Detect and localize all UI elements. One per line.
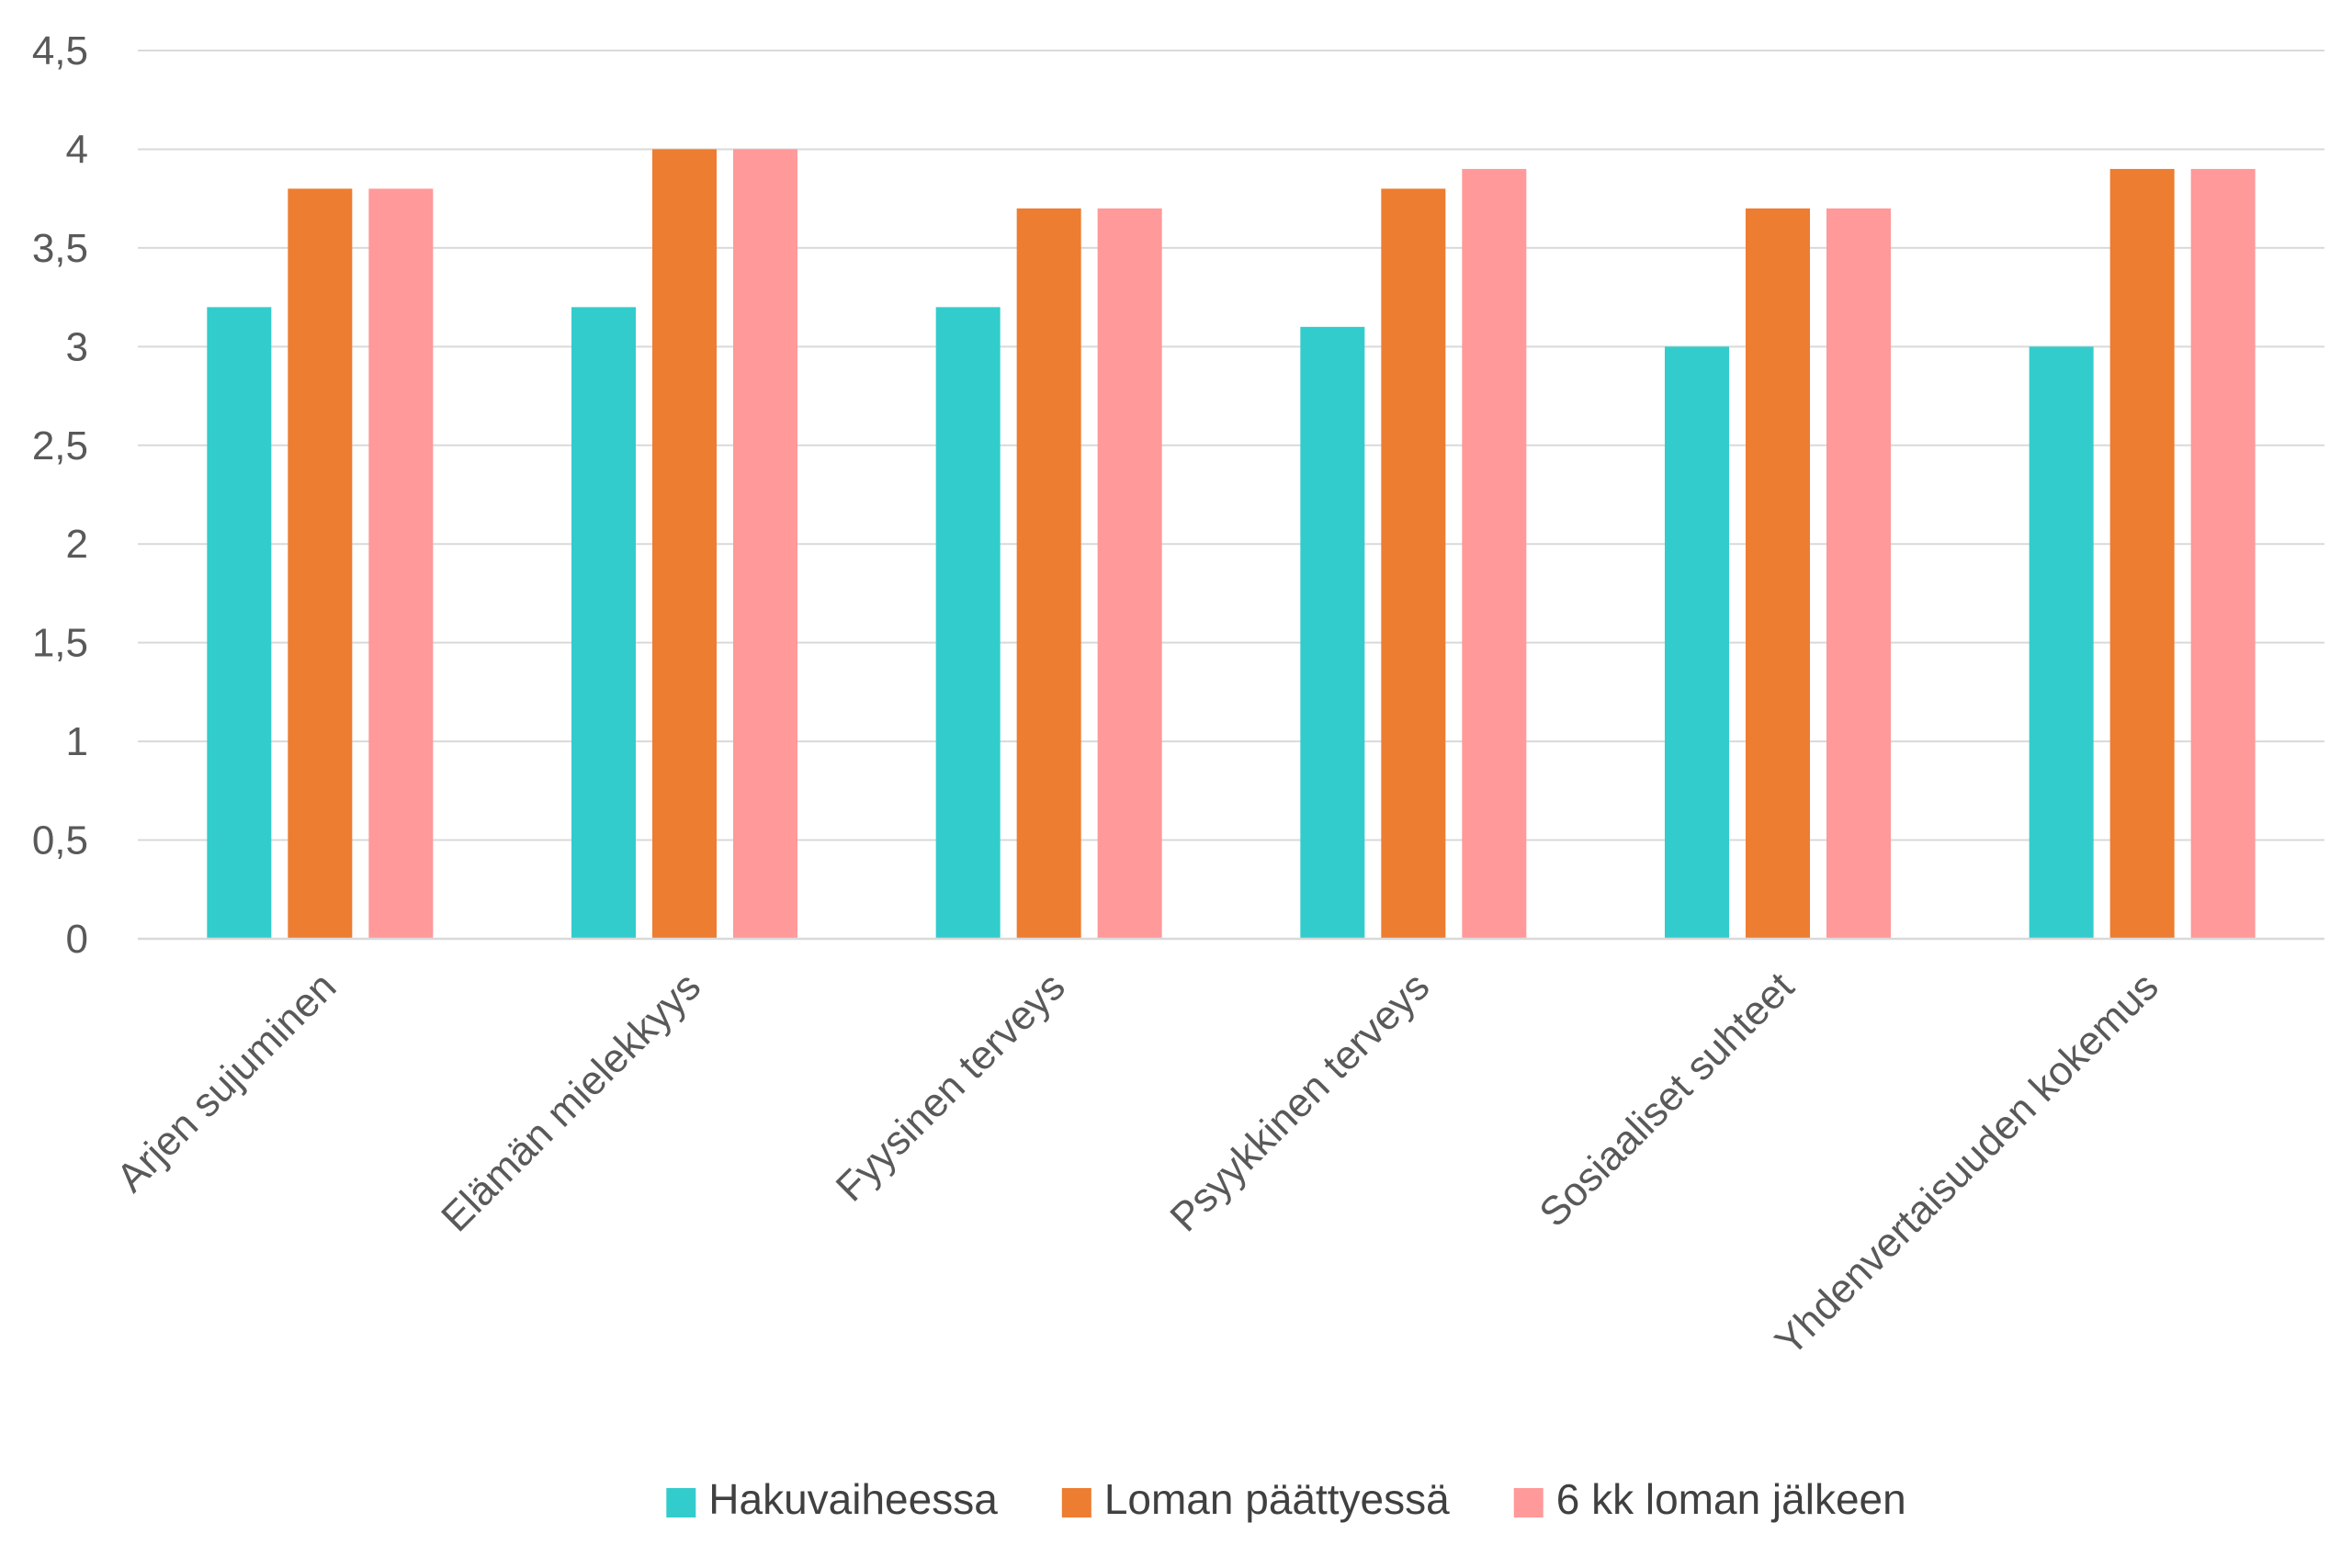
- bar: [1826, 208, 1891, 939]
- x-category-label: Fyysinen terveys: [828, 964, 1074, 1210]
- y-tick-label: 1,5: [32, 621, 88, 666]
- legend-swatch: [666, 1488, 696, 1517]
- bar: [733, 149, 797, 939]
- legend-swatch: [1061, 1488, 1091, 1517]
- legend: Hakuvaiheessa Loman päättyessä 6 kk loman …: [666, 1475, 1906, 1523]
- y-tick-label: 2,5: [32, 423, 88, 468]
- bars: [207, 149, 2256, 939]
- bar: [2109, 168, 2175, 939]
- x-category-label: Elämän mielekkyys: [433, 964, 709, 1240]
- bar: [1016, 208, 1081, 939]
- bar: [1746, 208, 1810, 939]
- x-category-label: Sosiaaliset suhteet: [1531, 964, 1803, 1235]
- bar: [207, 307, 272, 939]
- y-tick-label: 1: [66, 719, 88, 764]
- y-tick-label: 3: [66, 324, 88, 369]
- bar: [1097, 208, 1162, 939]
- bar: [1462, 168, 1527, 939]
- bar: [2029, 346, 2094, 939]
- y-tick-label: 4,5: [32, 28, 88, 73]
- bar: [368, 188, 434, 939]
- legend-label: 6 kk loman jälkeen: [1556, 1475, 1906, 1523]
- bar: [1300, 326, 1365, 939]
- y-tick-label: 0: [66, 917, 88, 962]
- bar: [2190, 168, 2256, 939]
- y-tick-label: 3,5: [32, 226, 88, 271]
- x-category-label: Yhdenvertaisuuden kokemus: [1767, 964, 2167, 1364]
- y-tick-label: 4: [66, 127, 88, 172]
- bar: [1381, 188, 1446, 939]
- bar: [1665, 346, 1729, 939]
- y-tick-label: 0,5: [32, 818, 88, 863]
- gridlines: [138, 50, 2324, 841]
- bar: [935, 307, 1001, 939]
- legend-label: Loman päättyessä: [1104, 1475, 1450, 1523]
- bar: [288, 188, 353, 939]
- x-category-label: Psyykkinen terveys: [1161, 964, 1438, 1240]
- x-axis-category-labels: Arjen sujuminen Elämän mielekkyys Fyysinen…: [108, 964, 2167, 1364]
- legend-swatch: [1513, 1488, 1544, 1517]
- y-tick-label: 2: [66, 522, 88, 567]
- bar: [571, 307, 636, 939]
- legend-label: Hakuvaiheessa: [708, 1475, 998, 1523]
- bar: [652, 149, 717, 939]
- y-axis-ticks: 0 0,5 1 1,5 2 2,5 3 3,5 4 4,5: [32, 28, 88, 962]
- x-category-label: Arjen sujuminen: [108, 964, 345, 1201]
